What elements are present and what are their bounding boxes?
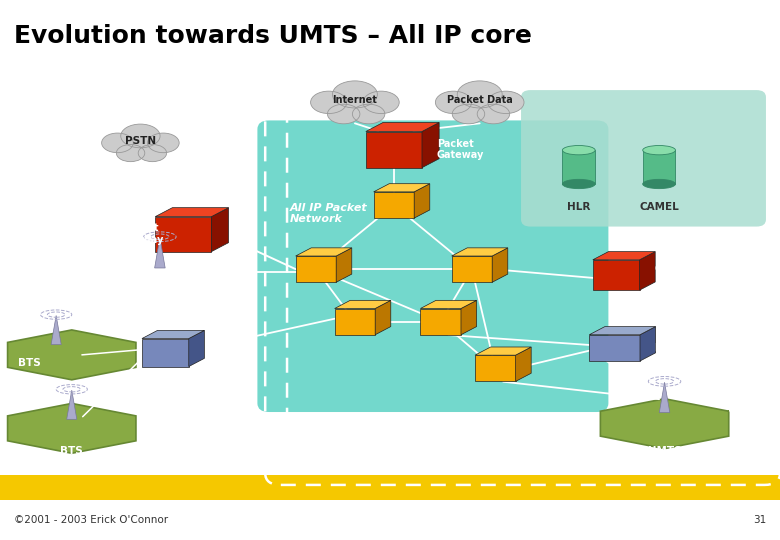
Text: PSTN: PSTN bbox=[125, 136, 156, 146]
Polygon shape bbox=[593, 260, 640, 290]
Ellipse shape bbox=[457, 81, 502, 108]
Text: GSM & GPRS: GSM & GPRS bbox=[17, 87, 106, 100]
Text: Packet
Gateway: Packet Gateway bbox=[437, 139, 484, 160]
Polygon shape bbox=[461, 300, 477, 335]
Polygon shape bbox=[475, 347, 531, 355]
Polygon shape bbox=[420, 300, 477, 308]
Ellipse shape bbox=[328, 104, 360, 124]
Ellipse shape bbox=[643, 179, 675, 188]
Text: UMTS
Node B: UMTS Node B bbox=[644, 446, 686, 468]
Text: Circuit
Gateway: Circuit Gateway bbox=[117, 224, 164, 245]
Ellipse shape bbox=[477, 104, 509, 124]
Ellipse shape bbox=[562, 145, 595, 155]
Polygon shape bbox=[154, 238, 165, 268]
Polygon shape bbox=[492, 248, 508, 282]
Text: CAMEL: CAMEL bbox=[640, 202, 679, 212]
FancyBboxPatch shape bbox=[562, 150, 595, 184]
Ellipse shape bbox=[562, 179, 595, 188]
Polygon shape bbox=[8, 403, 136, 453]
Polygon shape bbox=[593, 252, 655, 260]
Text: Call Control
Server: Call Control Server bbox=[655, 264, 720, 286]
Polygon shape bbox=[452, 256, 492, 282]
Text: BTS: BTS bbox=[18, 359, 41, 368]
Polygon shape bbox=[590, 327, 655, 335]
Polygon shape bbox=[336, 248, 352, 282]
Polygon shape bbox=[516, 347, 531, 381]
Polygon shape bbox=[51, 315, 61, 345]
Polygon shape bbox=[155, 217, 211, 252]
Polygon shape bbox=[8, 330, 136, 380]
Ellipse shape bbox=[363, 91, 399, 113]
Polygon shape bbox=[189, 330, 204, 367]
Polygon shape bbox=[66, 390, 77, 419]
Polygon shape bbox=[374, 192, 414, 218]
Text: BTS: BTS bbox=[148, 293, 172, 302]
Text: 31: 31 bbox=[753, 515, 766, 525]
Ellipse shape bbox=[121, 124, 160, 148]
FancyBboxPatch shape bbox=[257, 120, 608, 412]
Ellipse shape bbox=[332, 81, 378, 108]
Polygon shape bbox=[420, 308, 461, 335]
Ellipse shape bbox=[353, 104, 385, 124]
Polygon shape bbox=[640, 252, 655, 290]
Polygon shape bbox=[374, 184, 430, 192]
Text: rd: rd bbox=[345, 457, 354, 465]
Polygon shape bbox=[366, 132, 422, 167]
Polygon shape bbox=[366, 123, 439, 132]
Polygon shape bbox=[155, 208, 229, 217]
Polygon shape bbox=[414, 184, 430, 218]
Ellipse shape bbox=[435, 91, 472, 113]
Text: Evolution towards UMTS – All IP core: Evolution towards UMTS – All IP core bbox=[14, 24, 532, 48]
Ellipse shape bbox=[452, 104, 484, 124]
Ellipse shape bbox=[147, 133, 179, 153]
Polygon shape bbox=[640, 327, 655, 361]
Polygon shape bbox=[452, 248, 508, 256]
Polygon shape bbox=[296, 248, 352, 256]
Text: Internet: Internet bbox=[332, 95, 378, 105]
Polygon shape bbox=[211, 208, 229, 252]
Ellipse shape bbox=[101, 133, 133, 153]
Polygon shape bbox=[590, 335, 640, 361]
Polygon shape bbox=[422, 123, 439, 167]
Text: 3: 3 bbox=[335, 459, 343, 472]
Text: All IP Packet
Network: All IP Packet Network bbox=[290, 203, 368, 225]
Text: BTS: BTS bbox=[60, 446, 83, 456]
Polygon shape bbox=[335, 308, 375, 335]
Text: BSC: BSC bbox=[163, 375, 186, 384]
Text: RNC Server: RNC Server bbox=[655, 343, 718, 353]
Bar bbox=[0, 475, 780, 500]
Text: HLR: HLR bbox=[567, 202, 590, 212]
Text: Generation UMTS: Generation UMTS bbox=[355, 459, 475, 472]
Ellipse shape bbox=[488, 91, 524, 113]
Polygon shape bbox=[296, 256, 336, 282]
FancyBboxPatch shape bbox=[521, 90, 766, 227]
Polygon shape bbox=[375, 300, 391, 335]
Ellipse shape bbox=[643, 145, 675, 155]
Polygon shape bbox=[335, 300, 391, 308]
Ellipse shape bbox=[310, 91, 347, 113]
Ellipse shape bbox=[138, 145, 167, 161]
Text: ©2001 - 2003 Erick O'Connor: ©2001 - 2003 Erick O'Connor bbox=[14, 515, 168, 525]
Polygon shape bbox=[659, 382, 670, 413]
Ellipse shape bbox=[116, 145, 145, 161]
Polygon shape bbox=[475, 355, 516, 381]
FancyBboxPatch shape bbox=[643, 150, 675, 184]
Polygon shape bbox=[142, 330, 204, 339]
Polygon shape bbox=[601, 399, 729, 449]
Text: Packet Data: Packet Data bbox=[447, 95, 512, 105]
Polygon shape bbox=[142, 339, 189, 367]
